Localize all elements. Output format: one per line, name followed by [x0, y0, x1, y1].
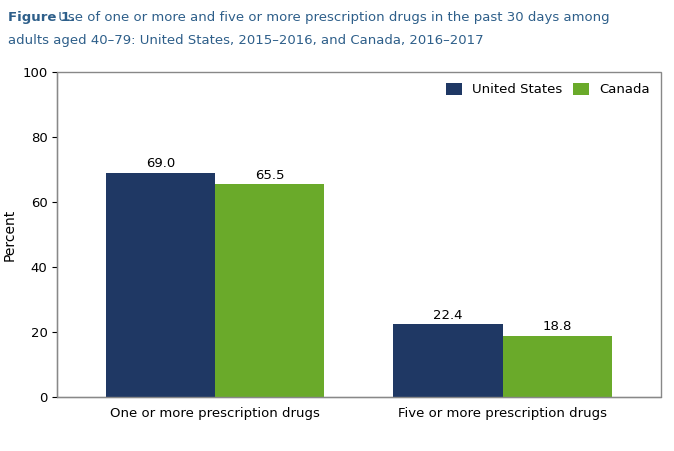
Bar: [503, 336, 612, 397]
Text: Figure 1.: Figure 1.: [8, 11, 75, 24]
Text: adults aged 40–79: United States, 2015–2016, and Canada, 2016–2017: adults aged 40–79: United States, 2015–2…: [8, 34, 484, 47]
Legend: United States, Canada: United States, Canada: [441, 79, 654, 100]
Bar: [394, 324, 503, 397]
Text: 69.0: 69.0: [146, 157, 175, 170]
Text: 18.8: 18.8: [543, 320, 572, 333]
Text: Use of one or more and five or more prescription drugs in the past 30 days among: Use of one or more and five or more pres…: [54, 11, 609, 24]
Bar: [215, 184, 324, 397]
Bar: [106, 173, 215, 397]
Text: 22.4: 22.4: [433, 308, 463, 322]
Y-axis label: Percent: Percent: [3, 208, 17, 261]
Text: 65.5: 65.5: [255, 169, 284, 182]
